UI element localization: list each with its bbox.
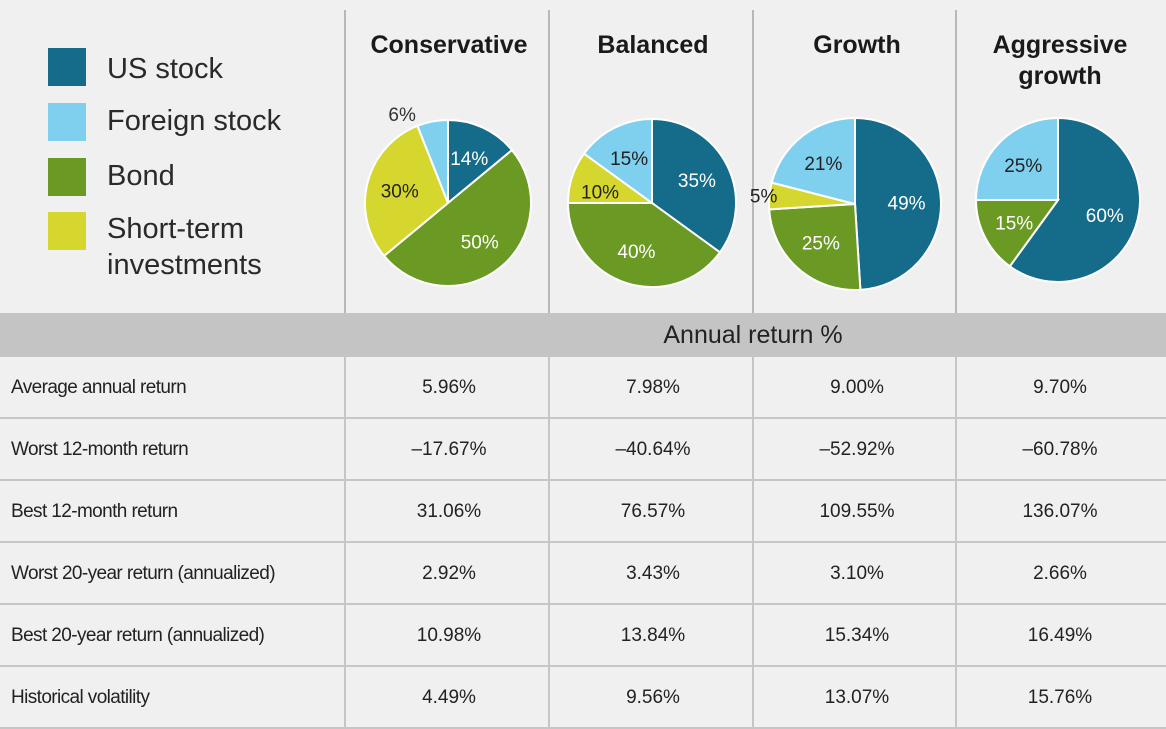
pie-slice-bond bbox=[382, 148, 532, 287]
pie-label-us-stock: 35% bbox=[678, 171, 716, 192]
pie-slice-bond bbox=[768, 202, 862, 291]
row-label: Historical volatility bbox=[11, 687, 150, 708]
pie-slice-foreign-stock bbox=[416, 118, 449, 204]
table-row: Historical volatility 4.49% 9.56% 13.07% 15.… bbox=[0, 667, 1166, 729]
legend-label: Bond bbox=[107, 160, 175, 192]
cell-growth: 3.10% bbox=[830, 563, 884, 584]
column-title-line: Aggressive bbox=[992, 31, 1128, 59]
row-label: Worst 20-year return (annualized) bbox=[11, 563, 276, 584]
cell-balanced: 3.43% bbox=[626, 563, 680, 584]
cell-aggressive-growth: –60.78% bbox=[1022, 439, 1098, 460]
pie-chart-aggressive-growth: 60% 15% 25% bbox=[974, 116, 1141, 283]
pie-slice-us-stock bbox=[447, 118, 514, 206]
cell-growth: 13.07% bbox=[824, 687, 890, 708]
pie-label-bond: 40% bbox=[617, 242, 655, 263]
column-title-line: growth bbox=[1018, 62, 1102, 90]
cell-conservative: 2.92% bbox=[422, 563, 476, 584]
column-divider bbox=[548, 10, 550, 313]
cell-conservative: 5.96% bbox=[422, 377, 476, 398]
pie-slice-foreign-stock bbox=[974, 116, 1059, 201]
pie-label-foreign-stock: 21% bbox=[804, 154, 842, 175]
cell-aggressive-growth: 9.70% bbox=[1033, 377, 1087, 398]
table-column-divider bbox=[955, 357, 957, 729]
pie-label-us-stock: 60% bbox=[1086, 206, 1124, 227]
cell-growth: 109.55% bbox=[819, 501, 895, 522]
cell-aggressive-growth: 136.07% bbox=[1022, 501, 1098, 522]
pie-label-us-stock: 14% bbox=[450, 149, 488, 170]
legend-swatch-foreign-stock bbox=[48, 103, 86, 141]
pie-charts: 14% 50% 30% 6% 35% 40% 10% 15% 49% 25% 5% 21% 60%… bbox=[364, 105, 1141, 291]
pie-label-short-term-investments: 30% bbox=[381, 182, 419, 203]
table-row: Average annual return 5.96% 7.98% 9.00% 9.70… bbox=[0, 357, 1166, 419]
cell-aggressive-growth: 2.66% bbox=[1033, 563, 1087, 584]
table-column-divider bbox=[752, 357, 754, 729]
cell-growth: 15.34% bbox=[824, 625, 890, 646]
cell-conservative: 31.06% bbox=[416, 501, 482, 522]
cell-balanced: 13.84% bbox=[620, 625, 686, 646]
pie-slice-us-stock bbox=[854, 116, 942, 291]
row-label: Best 12-month return bbox=[11, 501, 178, 522]
pie-label-bond: 25% bbox=[802, 234, 840, 255]
portfolio-header: US stock Foreign stock Bond Short-term i… bbox=[0, 0, 1166, 313]
cell-aggressive-growth: 15.76% bbox=[1027, 687, 1093, 708]
column-title-growth: Growth bbox=[813, 31, 901, 59]
pie-label-bond: 50% bbox=[461, 232, 499, 253]
table-row: Worst 20-year return (annualized) 2.92% 3.… bbox=[0, 543, 1166, 605]
pie-slice-short-term-investments bbox=[364, 124, 450, 258]
table-row: Best 12-month return 31.06% 76.57% 109.55% 1… bbox=[0, 481, 1166, 543]
pie-label-foreign-stock: 25% bbox=[1004, 156, 1042, 177]
column-title-conservative: Conservative bbox=[370, 31, 528, 59]
cell-balanced: 76.57% bbox=[620, 501, 686, 522]
pie-label-bond: 15% bbox=[995, 213, 1033, 234]
pie-slice-foreign-stock bbox=[770, 116, 856, 206]
table-row: Worst 12-month return –17.67% –40.64% –52.9… bbox=[0, 419, 1166, 481]
pie-label-short-term-investments: 5% bbox=[750, 187, 778, 208]
pie-label-us-stock: 49% bbox=[888, 193, 926, 214]
pie-label-short-term-investments: 10% bbox=[581, 182, 619, 203]
legend-swatch-bond bbox=[48, 158, 86, 196]
table-row: Best 20-year return (annualized) 10.98% 13… bbox=[0, 605, 1166, 667]
pie-chart-conservative: 14% 50% 30% 6% bbox=[364, 105, 532, 287]
cell-balanced: –40.64% bbox=[615, 439, 691, 460]
pie-slice-bond bbox=[974, 199, 1060, 268]
cell-conservative: 10.98% bbox=[416, 625, 482, 646]
table-column-divider bbox=[548, 357, 550, 729]
cell-balanced: 7.98% bbox=[626, 377, 680, 398]
legend-swatch-short-term bbox=[48, 212, 86, 250]
row-label: Worst 12-month return bbox=[11, 439, 189, 460]
pie-slice-bond bbox=[566, 202, 722, 288]
legend-label: investments bbox=[107, 249, 262, 281]
column-divider bbox=[344, 10, 346, 313]
table-column-divider bbox=[344, 357, 346, 729]
pie-slice-us-stock bbox=[1008, 116, 1141, 283]
cell-conservative: 4.49% bbox=[422, 687, 476, 708]
section-title: Annual return % bbox=[663, 321, 843, 349]
legend-swatch-us-stock bbox=[48, 48, 86, 86]
column-title-aggressive-growth: Aggressive growth bbox=[960, 30, 1160, 92]
cell-conservative: –17.67% bbox=[411, 439, 487, 460]
cell-growth: –52.92% bbox=[819, 439, 895, 460]
pie-chart-balanced: 35% 40% 10% 15% bbox=[566, 117, 737, 288]
legend-label: US stock bbox=[107, 53, 224, 85]
pie-slice-foreign-stock bbox=[582, 117, 653, 205]
section-header: Annual return % bbox=[0, 313, 1166, 357]
pie-label-foreign-stock: 15% bbox=[610, 149, 648, 170]
pie-chart-growth: 49% 25% 5% 21% bbox=[750, 116, 942, 291]
cell-aggressive-growth: 16.49% bbox=[1027, 625, 1093, 646]
cell-growth: 9.00% bbox=[830, 377, 884, 398]
pie-slice-us-stock bbox=[651, 117, 737, 254]
column-divider bbox=[752, 10, 754, 313]
row-label: Best 20-year return (annualized) bbox=[11, 625, 265, 646]
cell-balanced: 9.56% bbox=[626, 687, 680, 708]
column-divider bbox=[955, 10, 957, 313]
legend-label: Foreign stock bbox=[107, 105, 282, 137]
row-label: Average annual return bbox=[11, 377, 187, 398]
legend-label: Short-term bbox=[107, 213, 244, 245]
pie-label-foreign-stock: 6% bbox=[388, 105, 416, 126]
column-title-balanced: Balanced bbox=[597, 31, 709, 59]
